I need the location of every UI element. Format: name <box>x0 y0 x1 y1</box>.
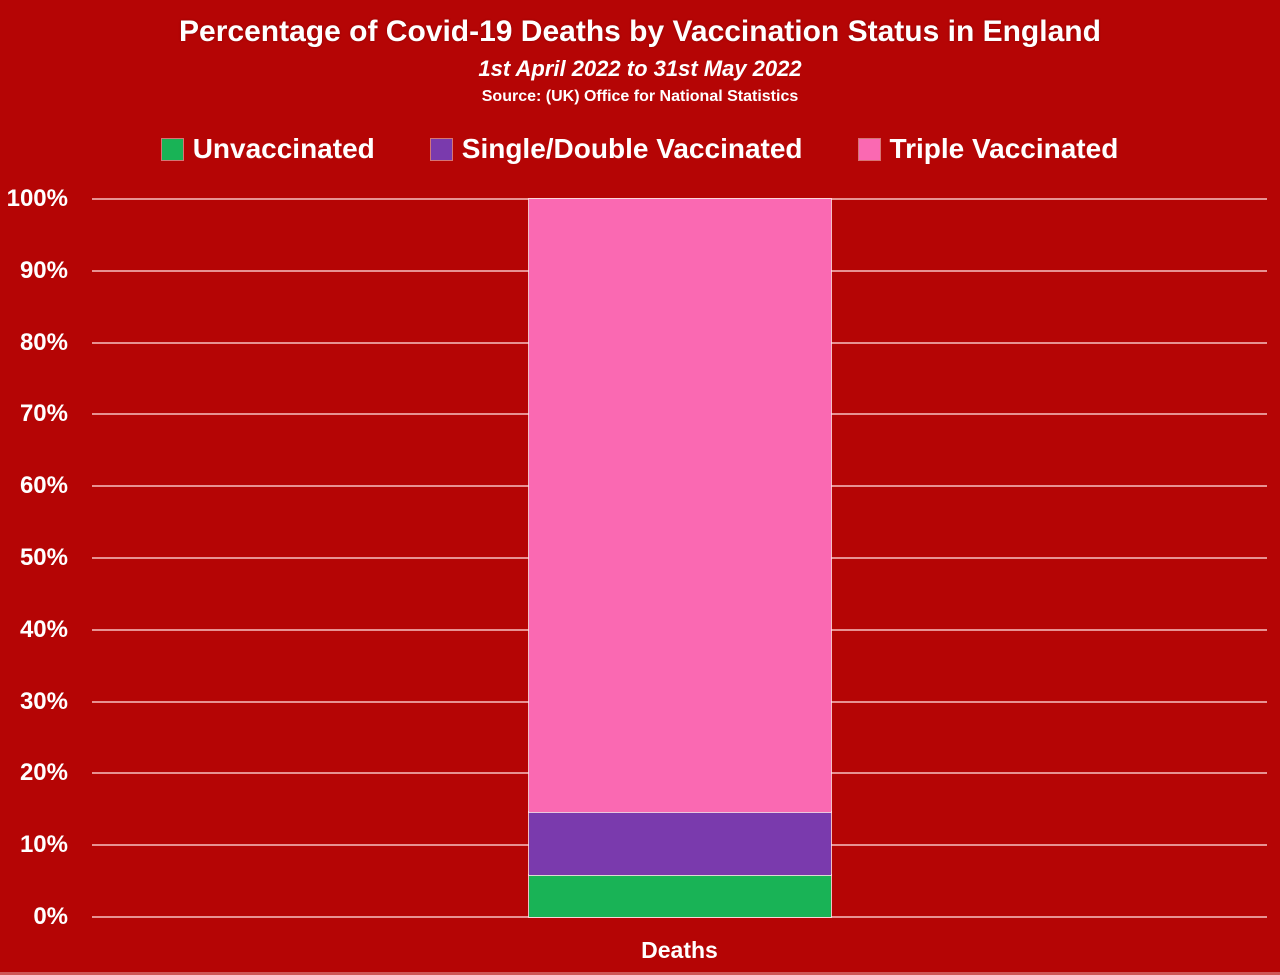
chart-source: Source: (UK) Office for National Statist… <box>481 88 799 105</box>
legend-swatch-icon <box>430 138 452 160</box>
gridline <box>92 916 1267 918</box>
y-axis-tick-label: 30% <box>19 687 68 715</box>
legend-label: Triple Vaccinated <box>889 133 1119 164</box>
y-axis-tick-label: 0% <box>33 903 68 930</box>
x-category-label: Deaths <box>641 937 718 963</box>
bar-segment-single-double-vaccinated <box>528 812 831 876</box>
y-axis-tick-label: 90% <box>19 256 68 284</box>
bar-segment-triple-vaccinated <box>528 199 831 813</box>
chart-title: Percentage of Covid-19 Deaths by Vaccina… <box>179 15 1101 48</box>
legend-item-unvaccinated: Unvaccinated <box>161 133 375 165</box>
chart-header: Percentage of Covid-19 Deaths by Vaccina… <box>0 0 1280 106</box>
y-axis-tick-label: 10% <box>19 831 68 859</box>
legend-label: Unvaccinated <box>192 133 375 164</box>
y-axis-tick-label: 100% <box>6 185 68 212</box>
y-axis-tick-label: 60% <box>19 472 68 500</box>
legend-item-triple-vaccinated: Triple Vaccinated <box>858 133 1119 165</box>
legend-item-single-double-vaccinated: Single/Double Vaccinated <box>430 133 803 165</box>
chart-subtitle: 1st April 2022 to 31st May 2022 <box>478 56 802 81</box>
bottom-edge-line <box>0 972 1280 975</box>
chart-legend: Unvaccinated Single/Double Vaccinated Trip… <box>0 133 1280 165</box>
y-axis-tick-label: 20% <box>19 759 68 787</box>
plot-area: Deaths 0% 10% 20% 30% 40% 50% 60% 70% 80% 90% 100% <box>7 185 1267 963</box>
legend-swatch-icon <box>161 138 183 160</box>
y-axis-tick-label: 50% <box>19 544 68 571</box>
legend-swatch-icon <box>858 138 880 160</box>
bar-segment-unvaccinated <box>528 875 831 917</box>
y-axis-tick-label: 70% <box>19 400 68 428</box>
legend-label: Single/Double Vaccinated <box>461 133 803 164</box>
gridline <box>92 198 1267 200</box>
y-axis-tick-label: 40% <box>19 615 68 643</box>
y-axis-tick-label: 80% <box>19 328 68 356</box>
